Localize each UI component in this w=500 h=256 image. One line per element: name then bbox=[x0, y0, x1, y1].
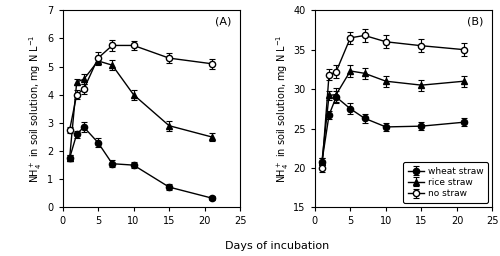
Y-axis label: NH$_4^+$ in soil solution, mg N L$^{-1}$: NH$_4^+$ in soil solution, mg N L$^{-1}$ bbox=[274, 35, 290, 183]
Legend: wheat straw, rice straw, no straw: wheat straw, rice straw, no straw bbox=[404, 162, 488, 203]
Y-axis label: NH$_4^+$ in soil solution, mg N L$^{-1}$: NH$_4^+$ in soil solution, mg N L$^{-1}$ bbox=[28, 35, 44, 183]
Text: Days of incubation: Days of incubation bbox=[226, 241, 330, 251]
Text: (B): (B) bbox=[467, 16, 483, 26]
Text: (A): (A) bbox=[215, 16, 232, 26]
